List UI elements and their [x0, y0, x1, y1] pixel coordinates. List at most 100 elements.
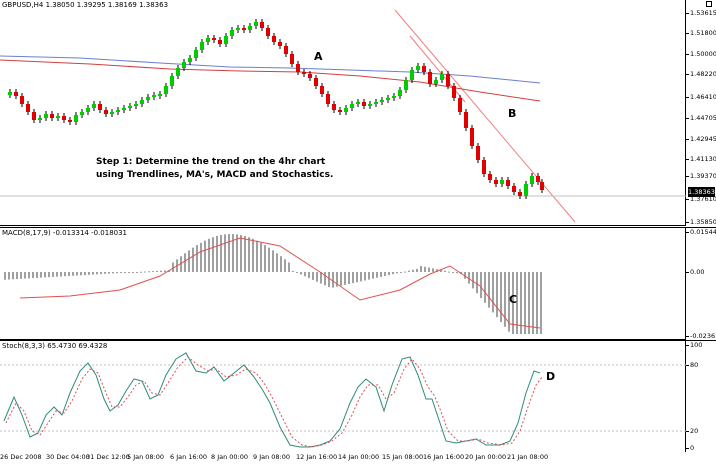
macd-histogram-bar — [528, 272, 530, 334]
price-pane[interactable]: GBPUSD,H4 1.38050 1.39295 1.38169 1.3836… — [0, 0, 716, 226]
candle-body — [512, 186, 516, 192]
macd-histogram-bar — [220, 235, 222, 272]
y-tick — [686, 118, 689, 119]
macd-histogram-bar — [332, 272, 334, 288]
macd-chart[interactable] — [0, 228, 686, 340]
macd-histogram-bar — [436, 269, 438, 272]
candle-body — [476, 146, 480, 160]
y-tick — [686, 345, 689, 346]
candle-body — [428, 72, 432, 84]
macd-histogram-bar — [380, 272, 382, 277]
y-tick — [686, 176, 689, 177]
macd-histogram-bar — [188, 250, 190, 272]
candle-body — [482, 160, 486, 174]
macd-histogram-bar — [296, 272, 298, 273]
macd-histogram-bar — [328, 272, 330, 288]
macd-histogram-bar — [132, 272, 134, 273]
y-tick — [686, 159, 689, 160]
macd-pane[interactable]: MACD(8,17,9) -0.013314 -0.018031 0.01544… — [0, 227, 716, 340]
time-axis: 26 Dec 2008 30 Dec 04:00 31 Dec 12:00 5 Jan… — [0, 452, 716, 465]
stoch-header: Stoch(8,3,3) 65.4730 69.4328 — [2, 342, 108, 350]
macd-histogram-bar — [492, 272, 494, 313]
macd-histogram-bar — [500, 272, 502, 322]
candle-body — [326, 94, 330, 104]
candle-body — [38, 118, 42, 120]
candle-body — [464, 112, 468, 128]
price-header: GBPUSD,H4 1.38050 1.39295 1.38169 1.3836… — [2, 1, 169, 9]
y-tick — [686, 199, 689, 200]
macd-histogram-bar — [232, 234, 234, 272]
macd-histogram-bar — [24, 272, 26, 279]
macd-histogram-bar — [32, 272, 34, 279]
macd-histogram-bar — [152, 271, 154, 273]
candle-body — [398, 90, 402, 96]
candle-body — [74, 115, 78, 122]
macd-histogram-bar — [340, 272, 342, 286]
candle-body — [386, 98, 390, 100]
y-tick-label: 80 — [690, 361, 699, 369]
stoch-chart[interactable] — [0, 341, 686, 453]
candle-body — [248, 26, 252, 30]
macd-histogram-bar — [224, 234, 226, 272]
candle-body — [92, 104, 96, 108]
y-tick — [686, 54, 689, 55]
macd-histogram-bar — [356, 272, 358, 283]
candle-body — [152, 95, 156, 97]
macd-histogram-bar — [424, 266, 426, 272]
y-tick-label: 0.00 — [690, 268, 705, 276]
macd-histogram-bar — [392, 272, 394, 275]
candle-body — [272, 36, 276, 42]
x-tick-label: 12 Jan 16:00 — [296, 453, 338, 461]
y-tick — [686, 272, 689, 273]
macd-histogram-bar — [432, 268, 434, 272]
macd-histogram-bar — [248, 237, 250, 272]
x-tick-label: 15 Jan 08:00 — [382, 453, 424, 461]
macd-histogram-bar — [344, 272, 346, 285]
y-tick — [686, 97, 689, 98]
y-tick-label: 100 — [690, 341, 703, 349]
macd-histogram-bar — [184, 253, 186, 272]
macd-histogram-bar — [264, 245, 266, 272]
candle-body — [26, 104, 30, 112]
x-tick-label: 31 Dec 12:00 — [86, 453, 130, 461]
macd-histogram-bar — [208, 238, 210, 272]
macd-histogram-bar — [308, 272, 310, 279]
macd-histogram-bar — [4, 272, 6, 280]
x-tick-label: 21 Jan 08:00 — [507, 453, 549, 461]
macd-histogram-bar — [540, 272, 542, 334]
macd-histogram-bar — [108, 272, 110, 274]
macd-histogram-bar — [80, 272, 82, 276]
macd-histogram-bar — [532, 272, 534, 334]
macd-histogram-bar — [140, 271, 142, 273]
candle-body — [68, 120, 72, 122]
stoch-main-line — [3, 352, 541, 448]
y-tick — [686, 365, 689, 366]
candle-body — [44, 114, 48, 118]
macd-histogram-bar — [520, 272, 522, 334]
macd-histogram-bar — [160, 270, 162, 272]
candle-body — [344, 108, 348, 112]
candle-body — [540, 182, 544, 190]
candle-body — [242, 28, 246, 30]
candle-body — [170, 76, 174, 86]
y-tick-label: 1.42945 — [690, 135, 716, 143]
candle-body — [110, 112, 114, 114]
macd-histogram-bar — [336, 272, 338, 287]
stoch-pane[interactable]: Stoch(8,3,3) 65.4730 69.4328 100 80 20 0 D — [0, 340, 716, 453]
y-tick-label: 1.41130 — [690, 155, 716, 163]
macd-histogram-bar — [472, 272, 474, 289]
macd-histogram-bar — [192, 247, 194, 272]
macd-histogram-bar — [164, 270, 166, 272]
candle-body — [302, 72, 306, 74]
price-chart[interactable] — [0, 0, 686, 226]
candle-body — [470, 128, 474, 146]
candle-body — [410, 70, 414, 80]
macd-histogram-bar — [536, 272, 538, 334]
candle-body — [146, 97, 150, 100]
macd-histogram-bar — [244, 235, 246, 272]
candle-body — [290, 54, 294, 64]
y-tick — [686, 431, 689, 432]
candle-body — [350, 104, 354, 108]
macd-histogram-bar — [320, 272, 322, 284]
macd-histogram-bar — [364, 272, 366, 281]
